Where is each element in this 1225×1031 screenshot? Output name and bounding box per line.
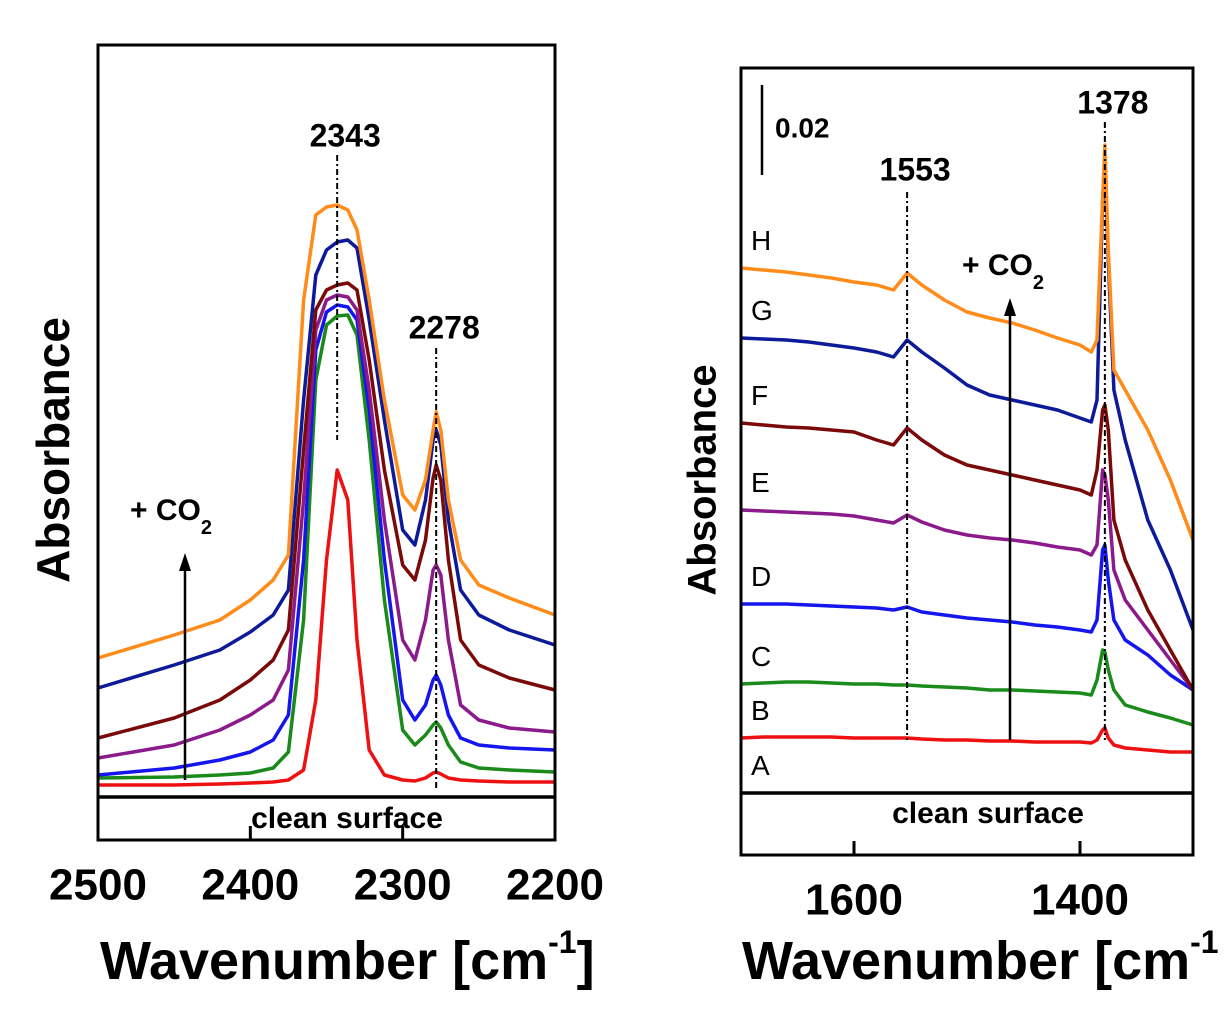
arrow-label-text: + CO xyxy=(130,494,201,527)
peak-label: 1378 xyxy=(1077,84,1148,120)
surface-label: clean surface xyxy=(892,797,1084,830)
spectrum-line xyxy=(741,543,1194,692)
spectrum-line xyxy=(97,238,556,690)
x-axis-label-sup: -1 xyxy=(548,924,576,960)
x-tick-label: 1600 xyxy=(805,876,903,925)
x-tick-label: 2300 xyxy=(354,861,452,910)
spectrum-line xyxy=(98,468,555,787)
spectrum-line xyxy=(740,403,1195,691)
x-tick-label: 2500 xyxy=(49,861,147,910)
x-tick-label: 2400 xyxy=(201,861,299,910)
peak-label: 2278 xyxy=(409,309,480,345)
spectrum-line xyxy=(97,203,556,660)
scale-bar-label: 0.02 xyxy=(775,112,830,143)
series-label: C xyxy=(751,641,771,672)
x-axis-label: Wavenumber [cm-1 xyxy=(742,924,1219,991)
x-axis-label-text: Wavenumber [cm xyxy=(100,931,548,991)
spectrum-line xyxy=(97,281,556,740)
x-tick-label: 2200 xyxy=(506,861,604,910)
surface-label: clean surface xyxy=(251,802,443,835)
x-axis-label-end: ] xyxy=(577,931,595,991)
arrow-head xyxy=(179,553,191,571)
series-label: A xyxy=(751,750,770,781)
arrow-label-text: + CO xyxy=(962,249,1033,282)
arrow-label: + CO2 xyxy=(962,249,1044,294)
spectrum-line xyxy=(740,726,1193,754)
spectrum-line xyxy=(740,648,1194,727)
series-label: B xyxy=(751,695,770,726)
spectrum-line xyxy=(97,303,556,777)
y-axis-label: Absorbance xyxy=(681,364,725,595)
plot-frame xyxy=(739,66,1195,857)
plot-frame xyxy=(96,43,557,842)
series-label: H xyxy=(751,225,771,256)
peak-label: 1553 xyxy=(880,151,951,187)
spectrum-line xyxy=(97,293,556,760)
peak-label: 2343 xyxy=(310,117,381,153)
y-axis-label: Absorbance xyxy=(27,317,79,583)
arrow-head xyxy=(1004,298,1016,316)
x-axis-label: Wavenumber [cm-1] xyxy=(100,924,595,991)
x-axis-label-text: Wavenumber [cm xyxy=(742,931,1190,991)
spectrum-line xyxy=(97,313,556,780)
spectrum-line xyxy=(740,468,1195,692)
arrow-label-sub: 2 xyxy=(1033,272,1044,294)
x-tick-label: 1400 xyxy=(1031,876,1129,925)
series-label: E xyxy=(751,467,770,498)
spectrum-line xyxy=(740,143,1195,541)
series-label: G xyxy=(751,295,773,326)
arrow-label-sub: 2 xyxy=(201,517,212,539)
arrow-label: + CO2 xyxy=(130,494,212,539)
series-label: D xyxy=(751,561,771,592)
series-label: F xyxy=(751,380,768,411)
x-axis-label-sup: -1 xyxy=(1190,924,1218,960)
